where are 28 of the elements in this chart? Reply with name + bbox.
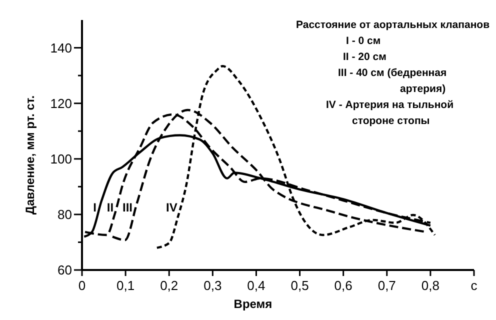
x-tick-label: 0,8 (421, 278, 440, 293)
series-label: I (93, 200, 96, 215)
series-label: III (122, 200, 133, 215)
y-tick-label: 80 (58, 206, 72, 222)
annotation: II - 20 см (343, 51, 387, 63)
x-tick-label: 0,1 (116, 278, 135, 293)
y-tick-label: 100 (50, 151, 72, 166)
series-label: II (106, 200, 114, 215)
series-label: IV (166, 200, 178, 215)
x-tick-label: 0,3 (204, 278, 222, 293)
y-tick-label: 60 (58, 262, 72, 278)
annotation: III - 40 см (бедренная (338, 67, 447, 79)
x-tick-label: 0,7 (378, 278, 396, 293)
x-tick-label: 0,6 (334, 278, 352, 293)
x-tick-label: 0,2 (160, 278, 178, 293)
annotation: IV - Артерия на тыльной (326, 99, 454, 111)
y-axis-title: Давление, мм рт. ст. (23, 95, 37, 215)
annotation: I - 0 см (346, 35, 381, 47)
x-tick-label: 0,4 (247, 278, 266, 293)
annotation: артерия) (400, 83, 446, 95)
x-tick-label: с (470, 278, 478, 293)
annotation: стороне стопы (352, 115, 430, 127)
x-axis-title: Время (234, 297, 272, 311)
x-tick-label: 0 (78, 278, 86, 293)
y-tick-label: 120 (50, 96, 72, 111)
y-tick-label: 140 (50, 40, 72, 56)
annotation: Расстояние от аортальных клапанов (296, 19, 490, 31)
x-tick-label: 0,5 (290, 278, 309, 293)
